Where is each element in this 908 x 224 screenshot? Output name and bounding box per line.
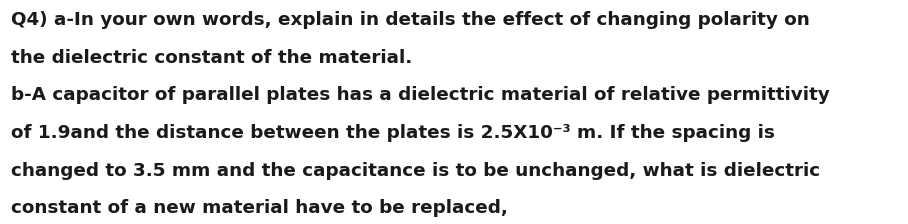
Text: the dielectric constant of the material.: the dielectric constant of the material. bbox=[11, 49, 412, 67]
Text: Q4) a-In your own words, explain in details the effect of changing polarity on: Q4) a-In your own words, explain in deta… bbox=[11, 11, 810, 29]
Text: changed to 3.5 mm and the capacitance is to be unchanged, what is dielectric: changed to 3.5 mm and the capacitance is… bbox=[11, 162, 820, 180]
Text: b-A capacitor of parallel plates has a dielectric material of relative permittiv: b-A capacitor of parallel plates has a d… bbox=[11, 86, 830, 104]
Text: of 1.9and the distance between the plates is 2.5X10⁻³ m. If the spacing is: of 1.9and the distance between the plate… bbox=[11, 124, 775, 142]
Text: constant of a new material have to be replaced,: constant of a new material have to be re… bbox=[11, 199, 508, 217]
